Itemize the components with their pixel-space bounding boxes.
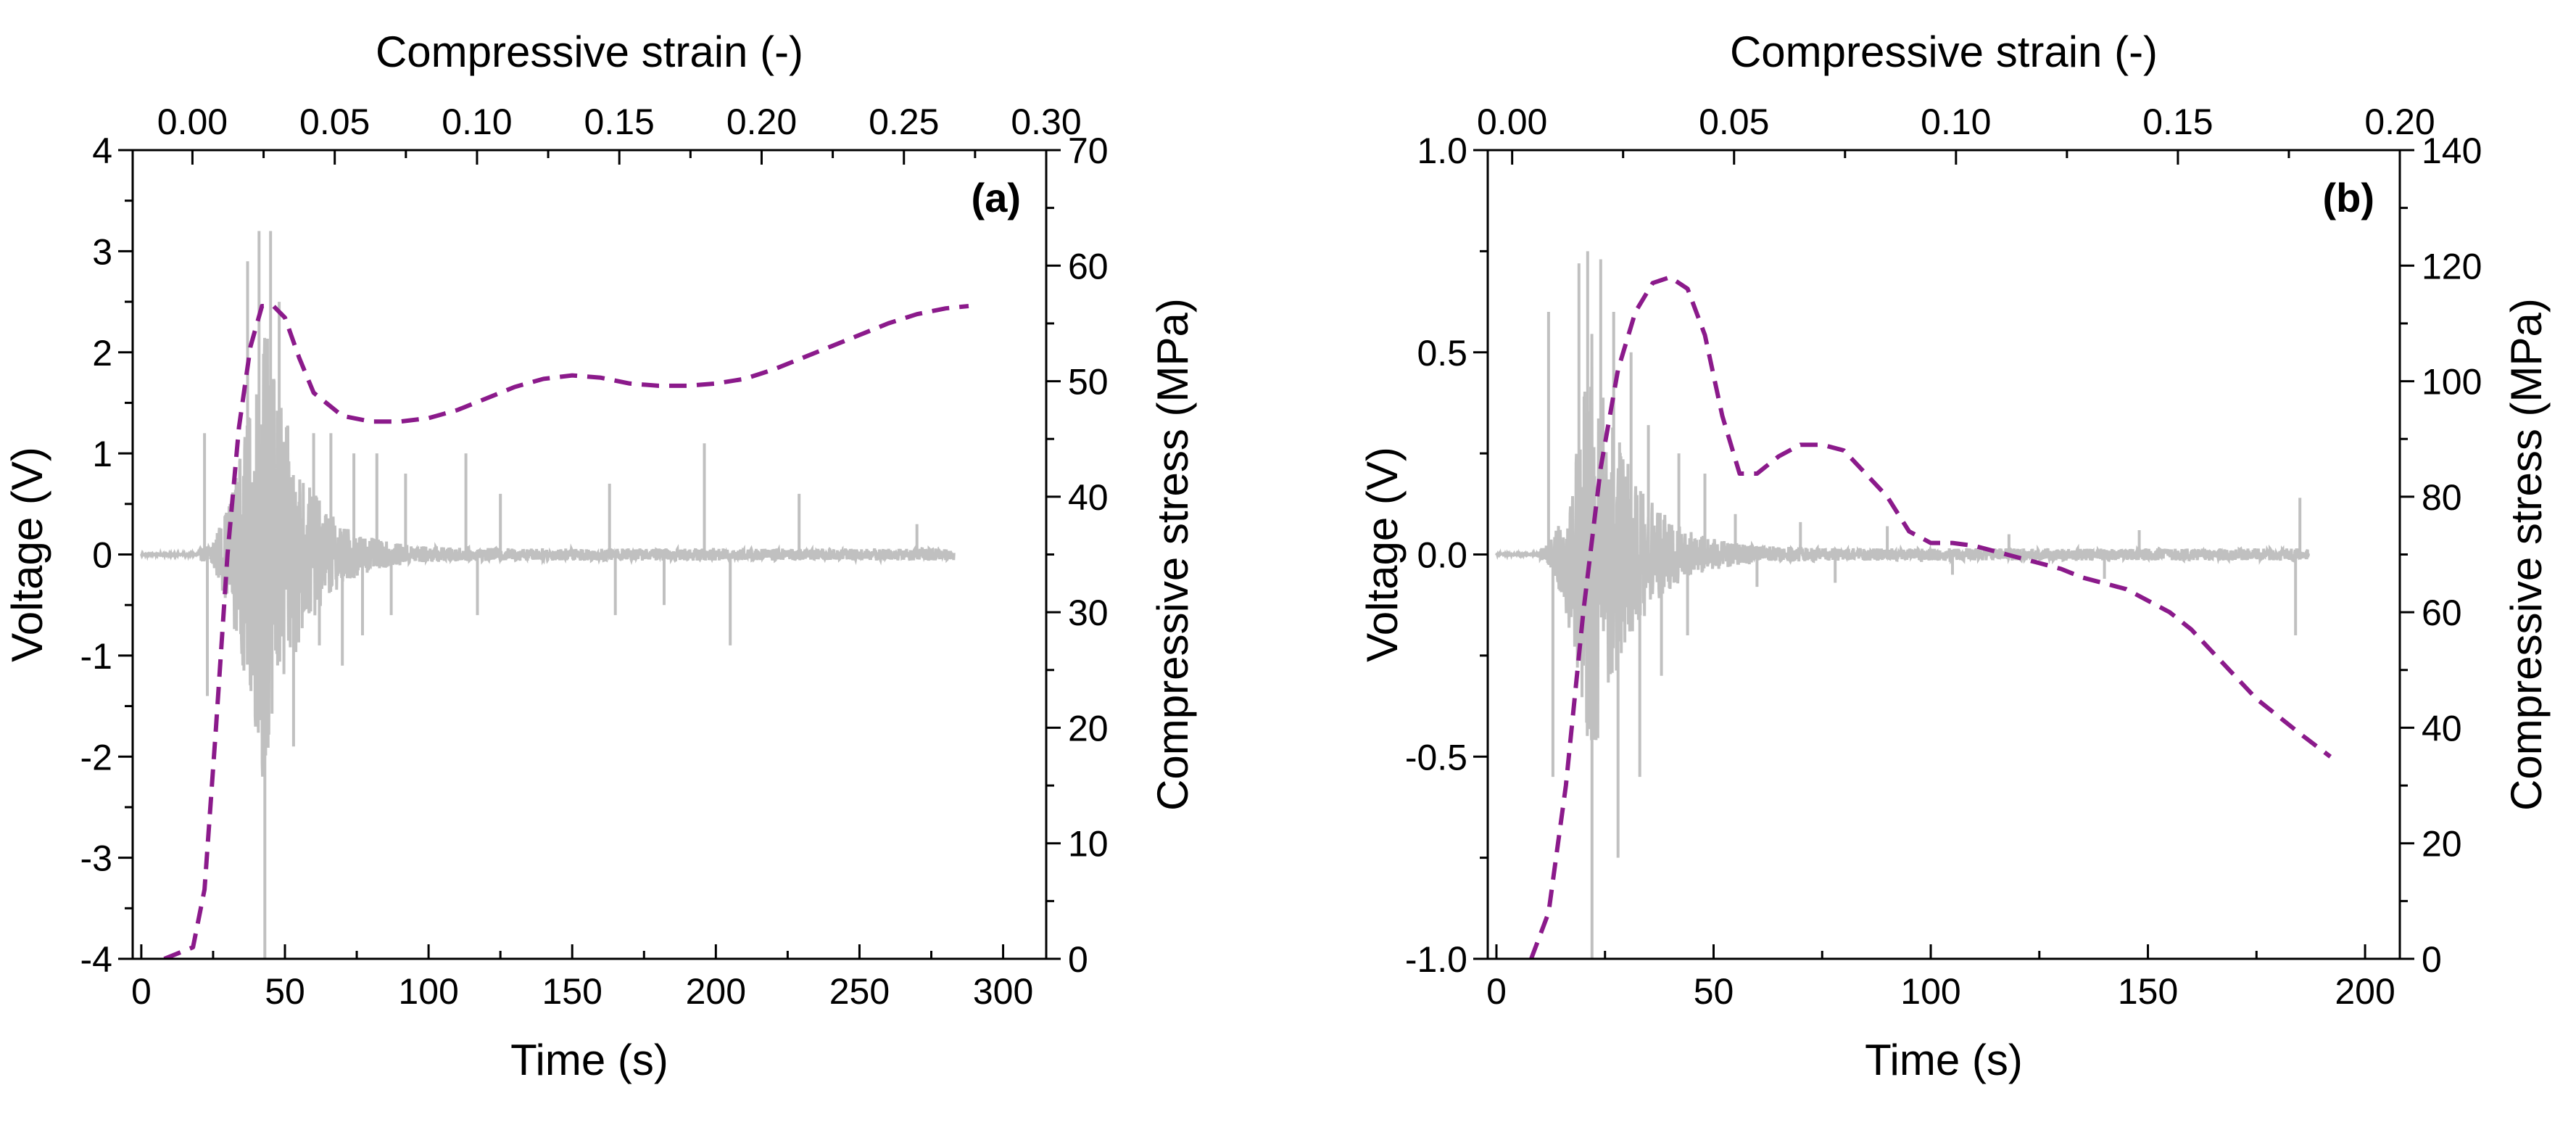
panel-a-y2-tick-label: 70 bbox=[1068, 131, 1109, 171]
panel-b-y-tick-label: -1.0 bbox=[1405, 939, 1467, 980]
panel-a-axes-frame bbox=[131, 149, 1048, 960]
panel-b-right-axis-title: Compressive stress (MPa) bbox=[2502, 298, 2551, 811]
panel-a-right-axis-title: Compressive stress (MPa) bbox=[1148, 298, 1197, 811]
panel-a-y-tick-label: -4 bbox=[80, 939, 112, 980]
panel-a-y2-tick-label: 40 bbox=[1068, 477, 1109, 518]
panel-a-x2-tick-label: 0.05 bbox=[299, 102, 370, 142]
panel-b-y2-tick-label: 20 bbox=[2422, 824, 2462, 865]
panel-a-y2-tick-label: 60 bbox=[1068, 246, 1109, 286]
panel-a-y2-tick-label: 0 bbox=[1068, 939, 1088, 980]
panel-a-x2-tick-label: 0.25 bbox=[869, 102, 939, 142]
panel-b-stress-curve bbox=[1529, 275, 2332, 959]
panel-b-top-axis-title: Compressive strain (-) bbox=[1730, 28, 2158, 76]
panel-b-x-tick-label: 0 bbox=[1486, 971, 1507, 1012]
panel-b-y2-tick-label: 140 bbox=[2422, 131, 2482, 171]
panel-a-y-tick-label: -2 bbox=[80, 737, 112, 777]
panel-b-x2-tick-label: 0.20 bbox=[2364, 102, 2435, 142]
panel-b-x-tick-label: 200 bbox=[2335, 971, 2395, 1012]
panel-b-x2-tick-label: 0.05 bbox=[1699, 102, 1769, 142]
panel-b-y2-tick-label: 60 bbox=[2422, 593, 2462, 633]
panel-a-x2-tick-label: 0.15 bbox=[584, 102, 655, 142]
panel-a-top-axis-title: Compressive strain (-) bbox=[376, 28, 803, 76]
panel-a-y-tick-label: 0 bbox=[92, 535, 112, 576]
panel-a-y-tick-label: 2 bbox=[92, 333, 112, 374]
panel-a-y2-tick-label: 30 bbox=[1068, 593, 1109, 633]
panel-a-y-tick-label: 4 bbox=[92, 131, 112, 171]
panel-b-y2-tick-label: 120 bbox=[2422, 246, 2482, 286]
panel-b-voltage-trace bbox=[1495, 334, 2311, 741]
panel-b-y2-tick-label: 100 bbox=[2422, 362, 2482, 403]
panel-b-x-tick-label: 150 bbox=[2118, 971, 2178, 1012]
panel-a-x-tick-label: 300 bbox=[973, 971, 1033, 1012]
panel-b-y2-tick-label: 80 bbox=[2422, 477, 2462, 518]
panel-b-y-tick-label: 0.0 bbox=[1417, 535, 1467, 576]
panel-b-axes-frame bbox=[1486, 149, 2401, 960]
panel-b-y-axis-title: Voltage (V) bbox=[1358, 447, 1407, 662]
panel-a-x-tick-label: 250 bbox=[829, 971, 890, 1012]
panel-b-y2-tick-label: 40 bbox=[2422, 708, 2462, 748]
panel-a-y-tick-label: -3 bbox=[80, 838, 112, 879]
panel-a-stress-curve bbox=[163, 304, 969, 959]
panel-a-y-tick-label: 3 bbox=[92, 231, 112, 272]
panel-a-y-tick-label: -1 bbox=[80, 636, 112, 677]
panel-a-x-axis-title: Time (s) bbox=[510, 1036, 668, 1084]
panel-a-x2-tick-label: 0.20 bbox=[726, 102, 797, 142]
panel-b-x2-tick-label: 0.15 bbox=[2142, 102, 2213, 142]
panel-a-x2-tick-label: 0.00 bbox=[157, 102, 228, 142]
panel-a-x2-tick-label: 0.10 bbox=[442, 102, 512, 142]
panel-b-x-axis-title: Time (s) bbox=[1865, 1036, 2023, 1084]
panel-a-x2-tick-label: 0.30 bbox=[1011, 102, 1081, 142]
panel-a-y-axis-title: Voltage (V) bbox=[3, 447, 51, 662]
panel-a-y2-tick-label: 20 bbox=[1068, 708, 1109, 748]
panel-a-x-tick-label: 100 bbox=[398, 971, 458, 1012]
panel-b-plot-area bbox=[1495, 251, 2332, 959]
panel-b-x-tick-label: 50 bbox=[1694, 971, 1734, 1012]
panel-b-y-tick-label: -0.5 bbox=[1405, 737, 1467, 777]
panel-a-x-tick-label: 150 bbox=[542, 971, 602, 1012]
panel-a-y2-tick-label: 10 bbox=[1068, 824, 1109, 865]
panel-b-x-tick-label: 100 bbox=[1900, 971, 1960, 1012]
panel-a-voltage-trace bbox=[140, 337, 956, 777]
panel-b-label: (b) bbox=[2322, 175, 2374, 220]
panel-b-y2-tick-label: 0 bbox=[2422, 939, 2442, 980]
panel-a-x-tick-label: 200 bbox=[686, 971, 746, 1012]
panel-b-x2-tick-label: 0.10 bbox=[1921, 102, 1991, 142]
panel-b-x2-tick-label: 0.00 bbox=[1477, 102, 1547, 142]
panel-a-x-tick-label: 0 bbox=[131, 971, 152, 1012]
panel-a-y2-tick-label: 50 bbox=[1068, 362, 1109, 403]
panel-b-y-tick-label: 0.5 bbox=[1417, 333, 1467, 374]
panel-a-y-tick-label: 1 bbox=[92, 434, 112, 474]
panel-a-x-tick-label: 50 bbox=[265, 971, 305, 1012]
panel-b-y-tick-label: 1.0 bbox=[1417, 131, 1467, 171]
panel-a-plot-area bbox=[140, 231, 969, 959]
panel-a-label: (a) bbox=[972, 175, 1021, 220]
